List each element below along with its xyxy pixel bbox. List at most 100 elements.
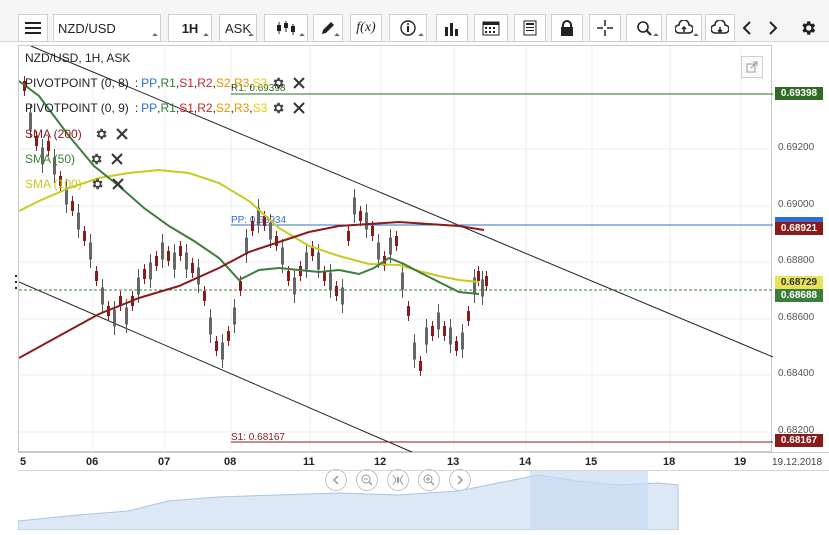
candle-body	[191, 263, 194, 273]
candle-body	[119, 296, 122, 306]
volume-button[interactable]	[436, 14, 468, 42]
channel-upper-line[interactable]	[30, 46, 773, 358]
candle-body	[77, 212, 80, 230]
time-tick: 07	[158, 456, 171, 468]
time-tick: 14	[519, 456, 532, 468]
hamburger-icon	[25, 22, 41, 34]
dropdown-caret-icon	[152, 33, 158, 39]
legend-sep: :	[134, 76, 139, 90]
gear-icon[interactable]	[90, 177, 104, 191]
news-button[interactable]	[514, 14, 546, 42]
pan-left-button[interactable]	[325, 469, 347, 491]
cloud-download-icon	[711, 20, 729, 34]
fit-button[interactable]	[387, 469, 409, 491]
candle-body	[155, 256, 158, 266]
info-icon	[400, 20, 416, 36]
candle-body	[263, 216, 266, 226]
draw-tool-button[interactable]	[313, 14, 343, 42]
price-pill-sma100: 0.68729	[775, 276, 823, 289]
time-tick: 15	[585, 456, 598, 468]
calendar-button[interactable]	[474, 14, 508, 42]
timeframe-selector[interactable]: 1H	[168, 14, 212, 42]
info-button[interactable]	[389, 14, 427, 42]
candle-body	[431, 326, 434, 336]
zoom-in-button[interactable]	[418, 469, 440, 491]
crosshair-button[interactable]	[589, 14, 621, 42]
zoom-out-button[interactable]	[356, 469, 378, 491]
candle-body	[47, 141, 50, 151]
resize-handle[interactable]	[14, 274, 18, 290]
zoom-button[interactable]	[626, 14, 662, 42]
zoom-out-icon	[361, 474, 373, 486]
scroll-right-button[interactable]	[763, 14, 783, 42]
s1-line-label: S1: 0.68167	[231, 432, 285, 443]
indicator-name: PIVOTPOINT (0, 8)	[25, 76, 129, 90]
candle-body	[449, 327, 452, 345]
gear-icon[interactable]	[271, 101, 285, 115]
scroll-left-button[interactable]	[737, 14, 757, 42]
candle-body	[353, 197, 356, 215]
gear-icon[interactable]	[89, 152, 103, 166]
time-tick: 11	[303, 456, 315, 468]
candle-body	[101, 287, 104, 305]
upload-button[interactable]	[666, 14, 702, 42]
popout-button[interactable]	[741, 56, 763, 78]
gear-icon[interactable]	[94, 127, 108, 141]
download-button[interactable]	[705, 14, 735, 42]
legend-pp: PP	[141, 101, 158, 115]
lock-button[interactable]	[551, 14, 583, 42]
menu-button[interactable]	[18, 14, 48, 42]
indicator-pivot-9: PIVOTPOINT (0, 9) : PP, R1, S1, R2, S2, …	[25, 100, 306, 116]
candle-body	[419, 361, 422, 371]
candle-body	[59, 176, 62, 186]
price-tick: 0.69000	[778, 199, 815, 210]
candle-body	[401, 272, 404, 290]
price-tick: 0.68600	[778, 312, 815, 323]
price-tick: 0.68800	[778, 255, 815, 266]
candle-body	[371, 226, 374, 236]
candle-body	[167, 251, 170, 261]
close-icon[interactable]	[293, 102, 306, 114]
close-icon[interactable]	[111, 178, 124, 190]
sma-200-line	[19, 220, 485, 359]
legend-r1: R1	[160, 101, 176, 115]
legend-s2: S2	[215, 101, 231, 115]
candle-body	[407, 306, 410, 316]
candle-body	[305, 252, 308, 270]
time-axis[interactable]	[18, 452, 829, 470]
price-type-selector[interactable]: ASK	[219, 14, 257, 42]
gear-icon[interactable]	[271, 76, 285, 90]
symbol-selector[interactable]: NZD/USD	[53, 14, 161, 42]
navigator[interactable]	[17, 470, 829, 531]
candle-body	[65, 187, 68, 205]
candle-body	[215, 341, 218, 351]
navigator-window[interactable]	[530, 471, 648, 530]
close-icon[interactable]	[111, 153, 123, 165]
dropdown-caret-icon	[418, 33, 424, 39]
candle-body	[83, 231, 86, 241]
candle-body	[125, 307, 128, 325]
chart-canvas[interactable]: R1: 0.69398 PP: 0.68934 S1: 0.68167 NZD/…	[18, 45, 773, 491]
settings-button[interactable]	[795, 14, 821, 42]
candle-body	[173, 252, 176, 270]
indicator-name: SMA (100)	[25, 177, 82, 191]
price-axis[interactable]: 0.69200 0.69000 0.68800 0.68600 0.68400 …	[772, 45, 829, 452]
close-icon[interactable]	[115, 128, 128, 140]
indicator-sma-100: SMA (100)	[25, 176, 124, 192]
legend-s1: S1	[179, 76, 194, 90]
price-pill-sma200: 0.68921	[775, 222, 823, 235]
channel-lower-line[interactable]	[19, 281, 415, 453]
chart-type-button[interactable]	[264, 14, 308, 42]
candle-body	[179, 246, 182, 256]
candle-body	[113, 309, 116, 327]
candle-body	[281, 247, 284, 265]
functions-button[interactable]: f(x)	[350, 14, 382, 42]
close-icon[interactable]	[293, 77, 306, 89]
indicator-name: SMA (200)	[25, 127, 82, 141]
candle-body	[311, 246, 314, 256]
sma-100-line	[19, 168, 480, 283]
dropdown-caret-icon	[693, 33, 699, 39]
candle-body	[389, 237, 392, 255]
dropdown-caret-icon	[299, 33, 305, 39]
candle-body	[89, 242, 92, 260]
